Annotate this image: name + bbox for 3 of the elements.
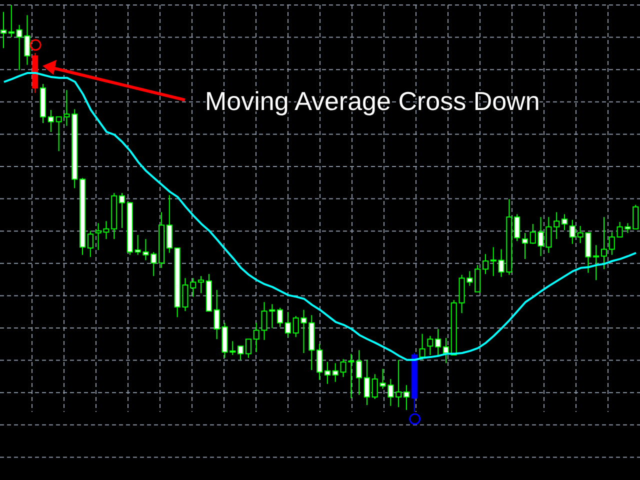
candlestick	[490, 247, 496, 276]
candlestick	[269, 304, 276, 328]
candlestick	[8, 5, 14, 38]
